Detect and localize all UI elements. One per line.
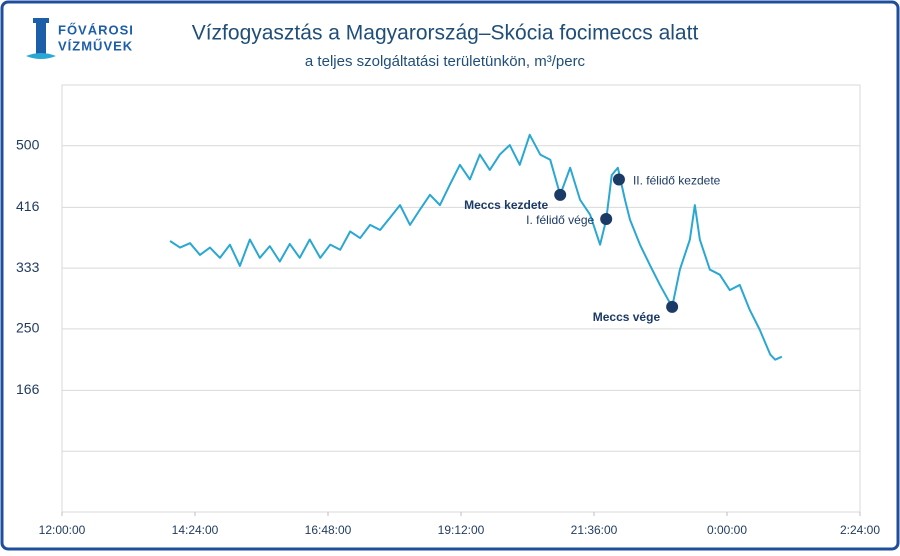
y-tick-label: 416 — [16, 198, 40, 214]
x-tick-label: 19:12:00 — [438, 523, 485, 537]
x-tick-label: 21:36:00 — [571, 523, 618, 537]
x-tick-label: 0:00:00 — [707, 523, 747, 537]
logo-wave — [26, 53, 56, 59]
x-tick-label: 12:00:00 — [39, 523, 86, 537]
y-tick-label: 250 — [16, 320, 40, 336]
y-tick-label: 333 — [16, 259, 40, 275]
x-tick-label: 14:24:00 — [172, 523, 219, 537]
logo-tower-top — [33, 18, 49, 23]
logo-tower — [36, 20, 46, 56]
y-tick-label: 500 — [16, 136, 40, 152]
x-tick-label: 2:24:00 — [840, 523, 880, 537]
annotation-marker — [612, 173, 625, 186]
annotation-label: Meccs vége — [593, 310, 661, 324]
annotation-marker — [666, 300, 679, 313]
chart-title: Vízfogyasztás a Magyarország–Skócia foci… — [192, 22, 699, 45]
data-line — [169, 133, 783, 361]
y-tick-label: 166 — [16, 381, 40, 397]
annotation-label: II. félidő kezdete — [633, 174, 721, 188]
annotation-label: Meccs kezdete — [464, 198, 548, 212]
logo-text: VÍZMŰVEK — [58, 38, 133, 53]
annotation-marker — [600, 213, 613, 226]
x-tick-label: 16:48:00 — [305, 523, 352, 537]
logo-text: FŐVÁROSI — [58, 22, 134, 37]
logo: FŐVÁROSI VÍZMŰVEK — [26, 18, 134, 59]
chart-subtitle: a teljes szolgáltatási területünkön, m³/… — [305, 53, 586, 70]
annotation-marker — [554, 188, 567, 201]
annotation-label: I. félidő vége — [526, 213, 594, 227]
